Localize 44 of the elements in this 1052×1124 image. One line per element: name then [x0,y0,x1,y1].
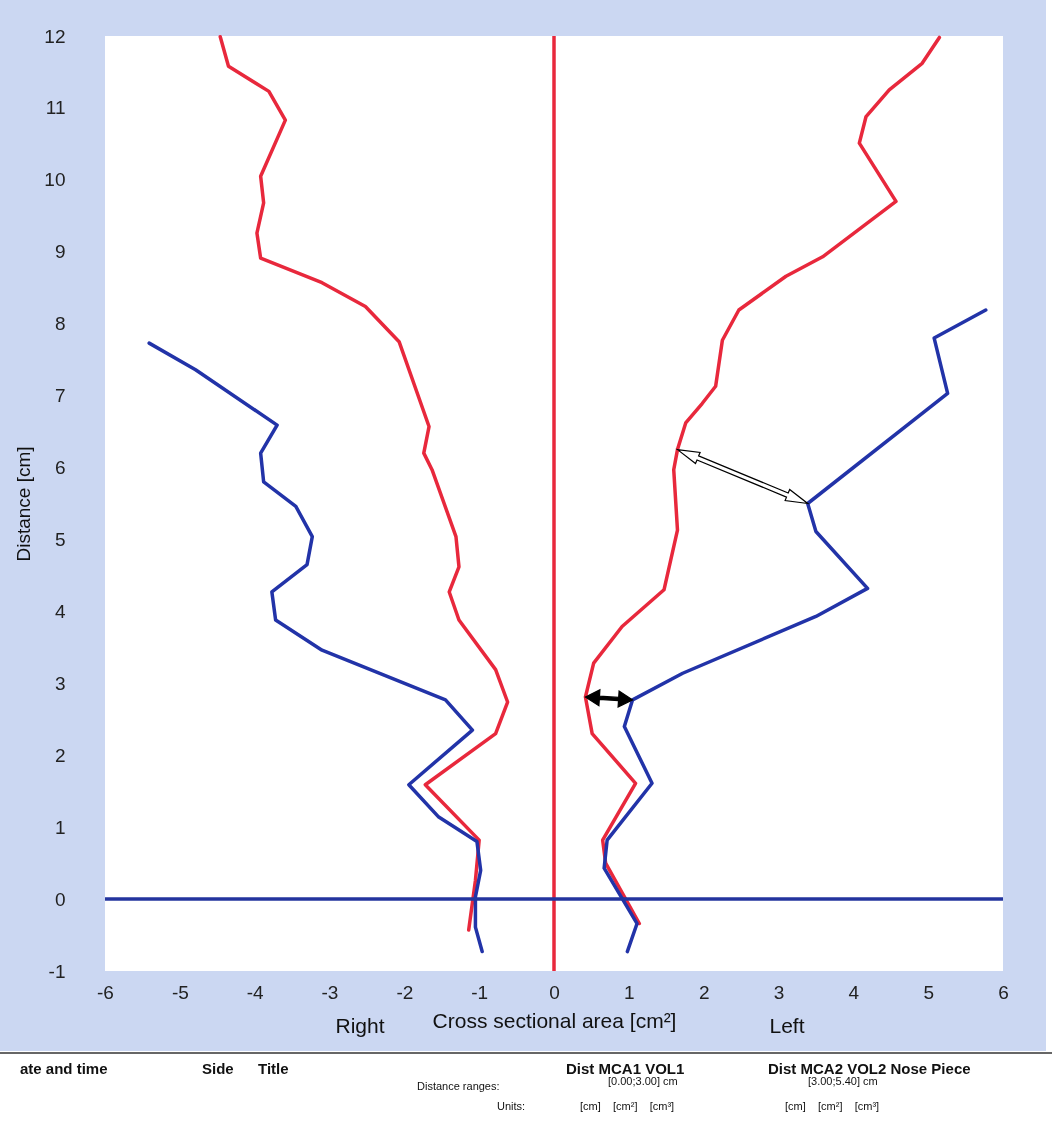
y-tick-label: 6 [54,457,66,479]
y-axis-title: Distance [cm] [13,446,35,562]
x-tick-label: -4 [246,981,265,1003]
text: Left [769,1014,805,1038]
y-tick-label: 1 [54,816,66,838]
x-tick-label: 5 [923,981,934,1003]
text: [3.00;5.40] cm [808,1075,878,1087]
text: [0.00;3.00] cm [608,1075,678,1087]
text: Units: [497,1100,526,1112]
y-tick-label: 0 [54,888,66,910]
x-axis-title: Cross sectional area [cm²] [432,1008,677,1032]
x-tick-label: 3 [773,981,785,1003]
line-series [218,34,510,932]
x-tick-label: 2 [698,981,710,1003]
y-tick-label: 10 [44,169,66,191]
x-tick-label: -5 [171,981,189,1003]
line-series [583,35,942,926]
text: Right [335,1014,385,1038]
text: ate and time [20,1060,108,1077]
x-tick-label: 4 [848,981,860,1003]
y-tick-label: 8 [54,313,66,335]
x-tick-label: -2 [396,981,414,1003]
y-tick-label: 7 [54,385,66,407]
x-tick-label: 0 [549,981,560,1003]
y-tick-label: -1 [48,960,66,982]
text: Distance ranges: [417,1080,500,1092]
y-tick-label: 3 [54,672,66,694]
x-tick-label: -3 [321,981,339,1003]
y-tick-label: 11 [45,97,66,119]
y-tick-label: 2 [54,744,66,766]
text: [cm] [cm²] [cm³] [785,1100,880,1112]
y-tick-label: 9 [54,241,66,263]
x-tick-label: -1 [471,981,489,1003]
y-tick-label: 5 [54,528,66,550]
text: Dist MCA1 VOL1 [566,1060,685,1077]
text: Side [202,1060,234,1077]
y-tick-label: 12 [44,25,66,47]
y-tick-label: 4 [54,600,66,622]
x-tick-label: 1 [624,981,635,1003]
text: Dist MCA2 VOL2 Nose Piece [768,1060,971,1077]
x-tick-label: 6 [998,981,1009,1003]
x-tick-label: -6 [97,981,114,1003]
text: [cm] [cm²] [cm³] [580,1100,675,1112]
text: Title [258,1060,289,1077]
